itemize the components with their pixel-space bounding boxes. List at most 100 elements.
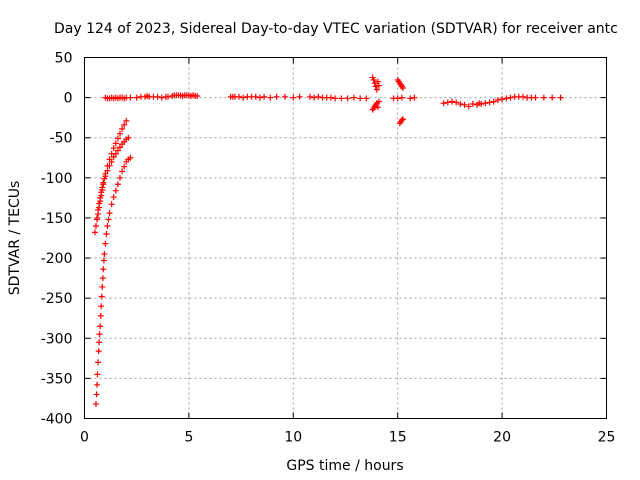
data-point	[127, 94, 134, 101]
x-tick-label: 10	[284, 430, 302, 446]
data-point	[363, 95, 370, 102]
data-point	[95, 348, 102, 355]
data-point	[494, 97, 501, 104]
data-point	[95, 359, 102, 366]
data-point	[344, 95, 351, 102]
y-tick-label: -50	[50, 131, 73, 147]
data-point	[119, 125, 126, 132]
data-point	[102, 173, 109, 180]
data-point	[99, 275, 106, 282]
data-point	[499, 96, 506, 103]
data-point	[532, 94, 539, 101]
data-point	[94, 214, 101, 221]
data-point	[114, 147, 121, 154]
data-point	[92, 222, 99, 229]
data-point	[99, 283, 106, 290]
data-point	[457, 101, 464, 108]
data-point	[102, 240, 109, 247]
data-point	[100, 257, 107, 264]
data-point	[112, 150, 119, 157]
data-point	[469, 101, 476, 108]
y-tick-label: 0	[64, 91, 73, 107]
data-point	[99, 184, 106, 191]
data-point	[399, 116, 406, 123]
chart-title: Day 124 of 2023, Sidereal Day-to-day VTE…	[54, 21, 618, 37]
data-point	[104, 167, 111, 174]
data-point	[398, 94, 405, 101]
data-point	[98, 189, 105, 196]
data-point	[371, 80, 378, 87]
data-point	[311, 94, 318, 101]
data-point	[104, 222, 111, 229]
x-tick-label: 25	[598, 430, 616, 446]
data-point	[461, 101, 468, 108]
y-tick-label: -400	[41, 412, 73, 428]
data-point	[133, 94, 140, 101]
data-point	[114, 135, 121, 142]
data-point	[490, 98, 497, 105]
data-points	[91, 74, 564, 408]
data-point	[374, 104, 381, 111]
x-tick-label: 5	[184, 430, 193, 446]
data-point	[165, 93, 172, 100]
data-point	[315, 93, 322, 100]
data-point	[106, 210, 113, 217]
data-point	[503, 95, 510, 102]
data-point	[93, 391, 100, 398]
data-point	[114, 181, 121, 188]
y-tick-label: -300	[41, 331, 73, 347]
data-point	[540, 94, 547, 101]
data-point	[267, 94, 274, 101]
data-point	[411, 94, 418, 101]
data-point	[94, 371, 101, 378]
data-point	[105, 216, 112, 223]
data-point	[519, 93, 526, 100]
data-point	[127, 154, 134, 161]
data-point	[256, 94, 263, 101]
y-tick-label: -350	[41, 371, 73, 387]
data-point	[108, 158, 115, 165]
data-point	[370, 76, 377, 83]
plot-frame	[84, 57, 607, 419]
data-point	[465, 103, 472, 110]
data-point	[357, 95, 364, 102]
data-point	[121, 163, 128, 170]
data-point	[98, 293, 105, 300]
data-point	[158, 94, 165, 101]
y-tick-label: 50	[55, 51, 73, 67]
data-point	[281, 93, 288, 100]
data-point	[407, 95, 414, 102]
data-point	[100, 266, 107, 273]
data-point	[350, 94, 357, 101]
data-point	[101, 251, 108, 258]
data-point	[549, 94, 556, 101]
data-point	[110, 194, 117, 201]
data-point	[394, 95, 401, 102]
data-point	[110, 145, 117, 152]
data-point	[106, 162, 113, 169]
data-point	[94, 381, 101, 388]
data-point	[103, 230, 110, 237]
data-point	[398, 117, 405, 124]
data-point	[332, 95, 339, 102]
data-point	[100, 179, 107, 186]
data-point	[125, 134, 132, 141]
data-point	[307, 93, 314, 100]
x-tick-label: 20	[493, 430, 511, 446]
y-tick-label: -250	[41, 291, 73, 307]
data-point	[372, 83, 379, 90]
data-point	[261, 93, 268, 100]
data-point	[236, 93, 243, 100]
data-point	[240, 94, 247, 101]
grid	[84, 57, 607, 419]
y-tick-label: -100	[41, 171, 73, 187]
data-point	[110, 153, 117, 160]
data-point	[116, 144, 123, 151]
data-point	[97, 312, 104, 319]
data-point	[112, 140, 119, 147]
data-point	[507, 94, 514, 101]
data-point	[95, 206, 102, 213]
data-point	[374, 78, 381, 85]
data-point	[440, 100, 447, 107]
